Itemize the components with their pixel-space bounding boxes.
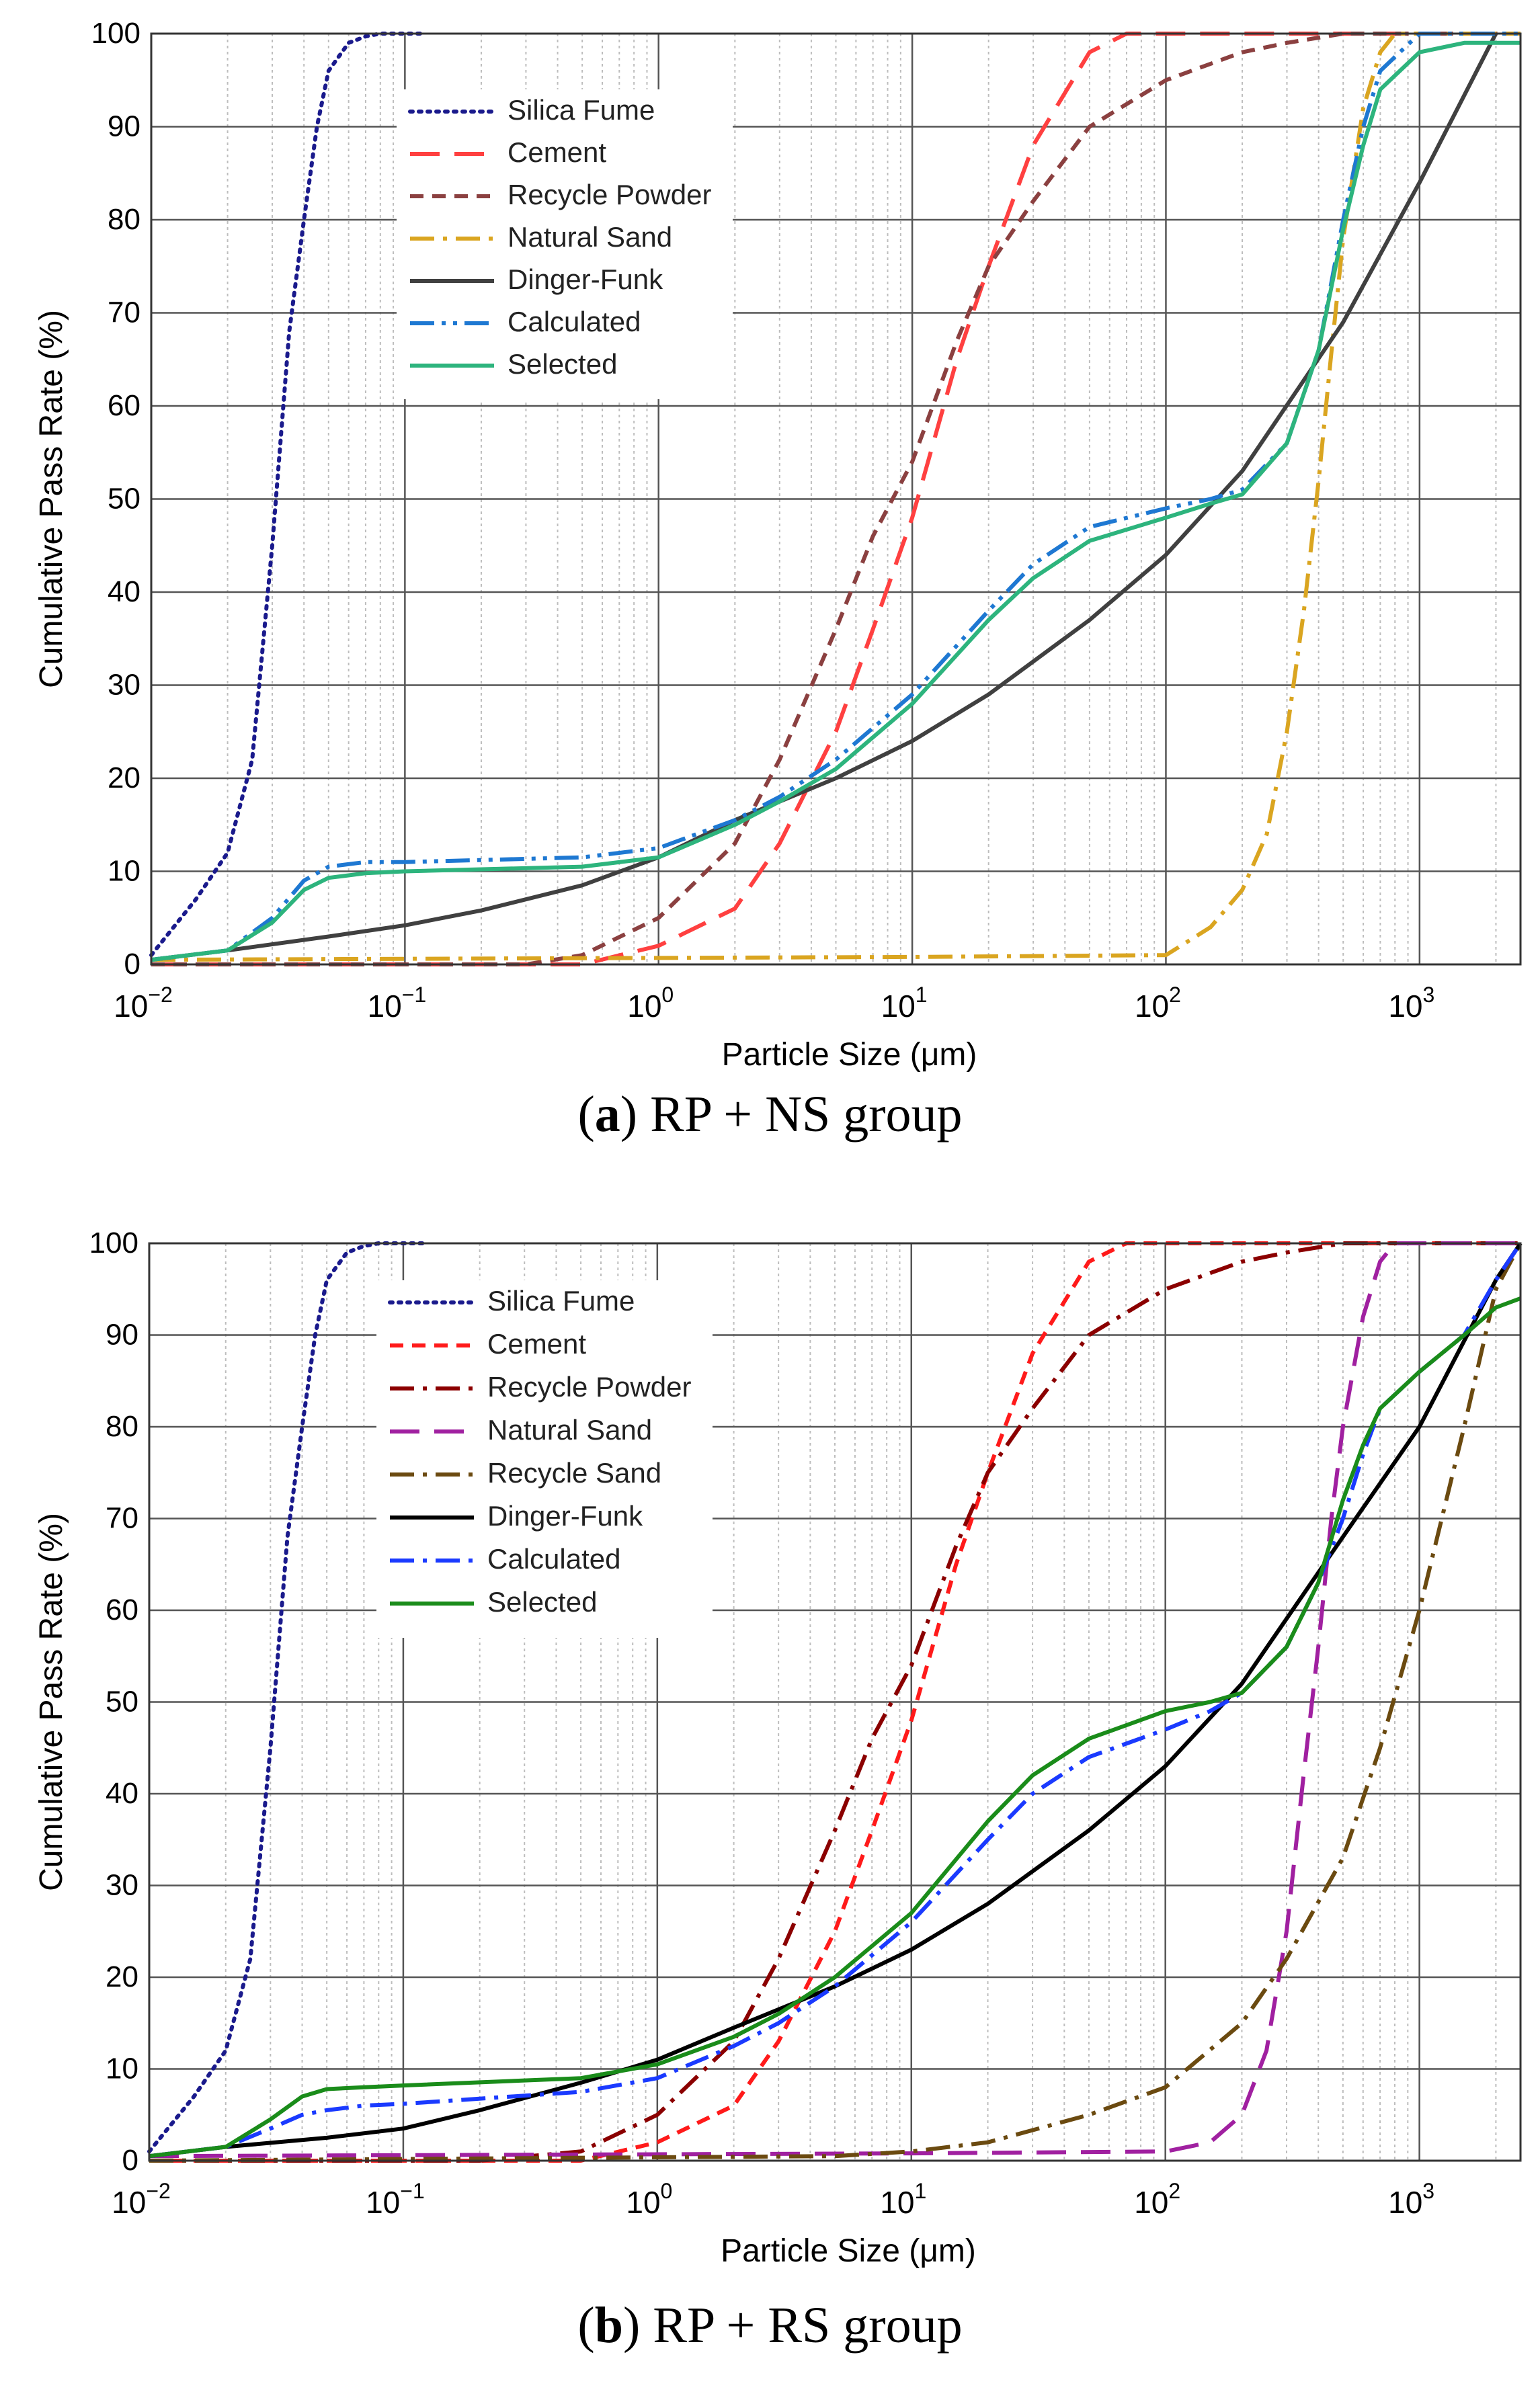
legend-label: Silica Fume: [508, 94, 655, 126]
x-tick-label: 101: [881, 983, 928, 1024]
x-tick-label: 100: [627, 983, 674, 1024]
legend-label: Recycle Powder: [508, 179, 711, 210]
series-line-dinger-funk: [151, 32, 1498, 962]
series-line-recycle-sand: [149, 1242, 1523, 2163]
y-tick-label: 70: [108, 296, 140, 329]
x-tick-label: 103: [1388, 2179, 1434, 2220]
x-axis-label: Particle Size (μm): [722, 1037, 977, 1073]
legend-label: Calculated: [508, 306, 641, 337]
legend-label: Silica Fume: [487, 1285, 635, 1317]
series-line-natural-sand: [151, 32, 1521, 962]
y-tick-label: 60: [108, 389, 140, 422]
x-tick-label: 10−1: [366, 2179, 425, 2220]
x-tick-label: 10−1: [368, 983, 427, 1024]
minor-gridlines: [225, 1243, 1497, 2161]
legend-label: Cement: [508, 136, 606, 168]
legend: Silica Fume Cement Recycle Powder Natural S…: [376, 1280, 713, 1638]
legend-label: Natural Sand: [487, 1414, 652, 1446]
caption-b-letter: b: [594, 2297, 623, 2354]
y-tick-label: 20: [108, 761, 140, 794]
plot-frame: [150, 32, 1522, 966]
y-tick-label: 10: [108, 855, 140, 888]
caption-b-text: ) RP + RS group: [623, 2297, 963, 2354]
caption-a-open: (: [577, 1086, 595, 1143]
series-line-recycle-powder: [149, 1241, 1521, 2163]
y-tick-label: 100: [89, 1227, 138, 1259]
caption-a: (a) RP + NS group: [0, 1085, 1540, 1144]
x-axis-label: Particle Size (μm): [721, 2233, 976, 2269]
series-line-recycle-powder: [151, 32, 1521, 966]
y-tick-label: 0: [122, 2144, 138, 2177]
x-tick-label: 102: [1135, 983, 1181, 1024]
caption-a-letter: a: [594, 1086, 620, 1143]
series-line-silica-fume: [149, 32, 428, 958]
series-group: [149, 32, 1521, 966]
legend-label: Selected: [487, 1586, 597, 1618]
x-tick-label: 100: [626, 2179, 672, 2220]
y-tick-label: 80: [108, 203, 140, 236]
legend-label: Dinger-Funk: [508, 263, 663, 295]
legend-label: Selected: [508, 348, 617, 380]
y-tick-label: 40: [108, 575, 140, 608]
y-tick-label: 0: [124, 948, 140, 981]
y-tick-label: 30: [106, 1869, 138, 1902]
series-line-calculated: [151, 32, 1521, 962]
legend-box: [397, 89, 733, 399]
y-axis-label: Cumulative Pass Rate (%): [34, 310, 69, 688]
y-tick-label: 60: [106, 1593, 138, 1626]
caption-a-text: ) RP + NS group: [620, 1086, 963, 1143]
y-tick-label: 100: [91, 17, 140, 50]
chart-b: 0 10 20 30 40 50 60 70 80 90 100 10−2 10−1 100 101 102 1…: [34, 1227, 1523, 2269]
x-tick-label: 101: [880, 2179, 926, 2220]
caption-b-open: (: [577, 2297, 595, 2354]
x-tick-label: 102: [1134, 2179, 1180, 2220]
y-tick-label: 30: [108, 669, 140, 702]
y-tick-label: 40: [106, 1777, 138, 1810]
x-tick-label: 10−2: [114, 983, 173, 1024]
legend-label: Cement: [487, 1328, 586, 1360]
series-line-dinger-funk: [149, 1242, 1523, 2159]
series-line-natural-sand: [149, 1241, 1521, 2159]
y-tick-label: 80: [106, 1410, 138, 1443]
legend-label: Dinger-Funk: [487, 1500, 643, 1532]
x-tick-label: 10−2: [112, 2179, 171, 2220]
legend-label: Recycle Sand: [487, 1457, 661, 1489]
caption-b: (b) RP + RS group: [0, 2296, 1540, 2355]
major-gridlines: [148, 1242, 1521, 2162]
y-tick-label: 90: [108, 110, 140, 143]
series-line-selected: [149, 1296, 1522, 2159]
y-tick-label: 50: [106, 1686, 138, 1718]
y-tick-label: 20: [106, 1960, 138, 1993]
legend-label: Calculated: [487, 1543, 620, 1575]
y-tick-label: 90: [106, 1319, 138, 1352]
chart-panel-a: 0 10 20 30 40 50 60 70 80 90 100 10−2 10−1 100 101 102 1…: [0, 17, 1540, 1144]
minor-gridlines: [227, 34, 1497, 964]
legend-label: Recycle Powder: [487, 1371, 691, 1403]
chart-a: 0 10 20 30 40 50 60 70 80 90 100 10−2 10−1 100 101 102 1…: [34, 17, 1522, 1073]
y-axis-label: Cumulative Pass Rate (%): [34, 1513, 69, 1891]
plot-frame: [148, 1242, 1522, 2162]
chart-panel-b: 0 10 20 30 40 50 60 70 80 90 100 10−2 10−1 100 101 102 1…: [0, 1204, 1540, 2408]
legend-label: Natural Sand: [508, 221, 672, 253]
y-tick-label: 50: [108, 483, 140, 515]
series-line-selected: [151, 40, 1521, 962]
legend-box: [376, 1280, 713, 1638]
x-tick-label: 103: [1388, 983, 1434, 1024]
series-line-cement: [151, 32, 1521, 966]
legend: Silica Fume Cement Recycle Powder Natural S…: [397, 89, 733, 399]
y-tick-label: 70: [106, 1502, 138, 1535]
y-tick-label: 10: [106, 2052, 138, 2085]
